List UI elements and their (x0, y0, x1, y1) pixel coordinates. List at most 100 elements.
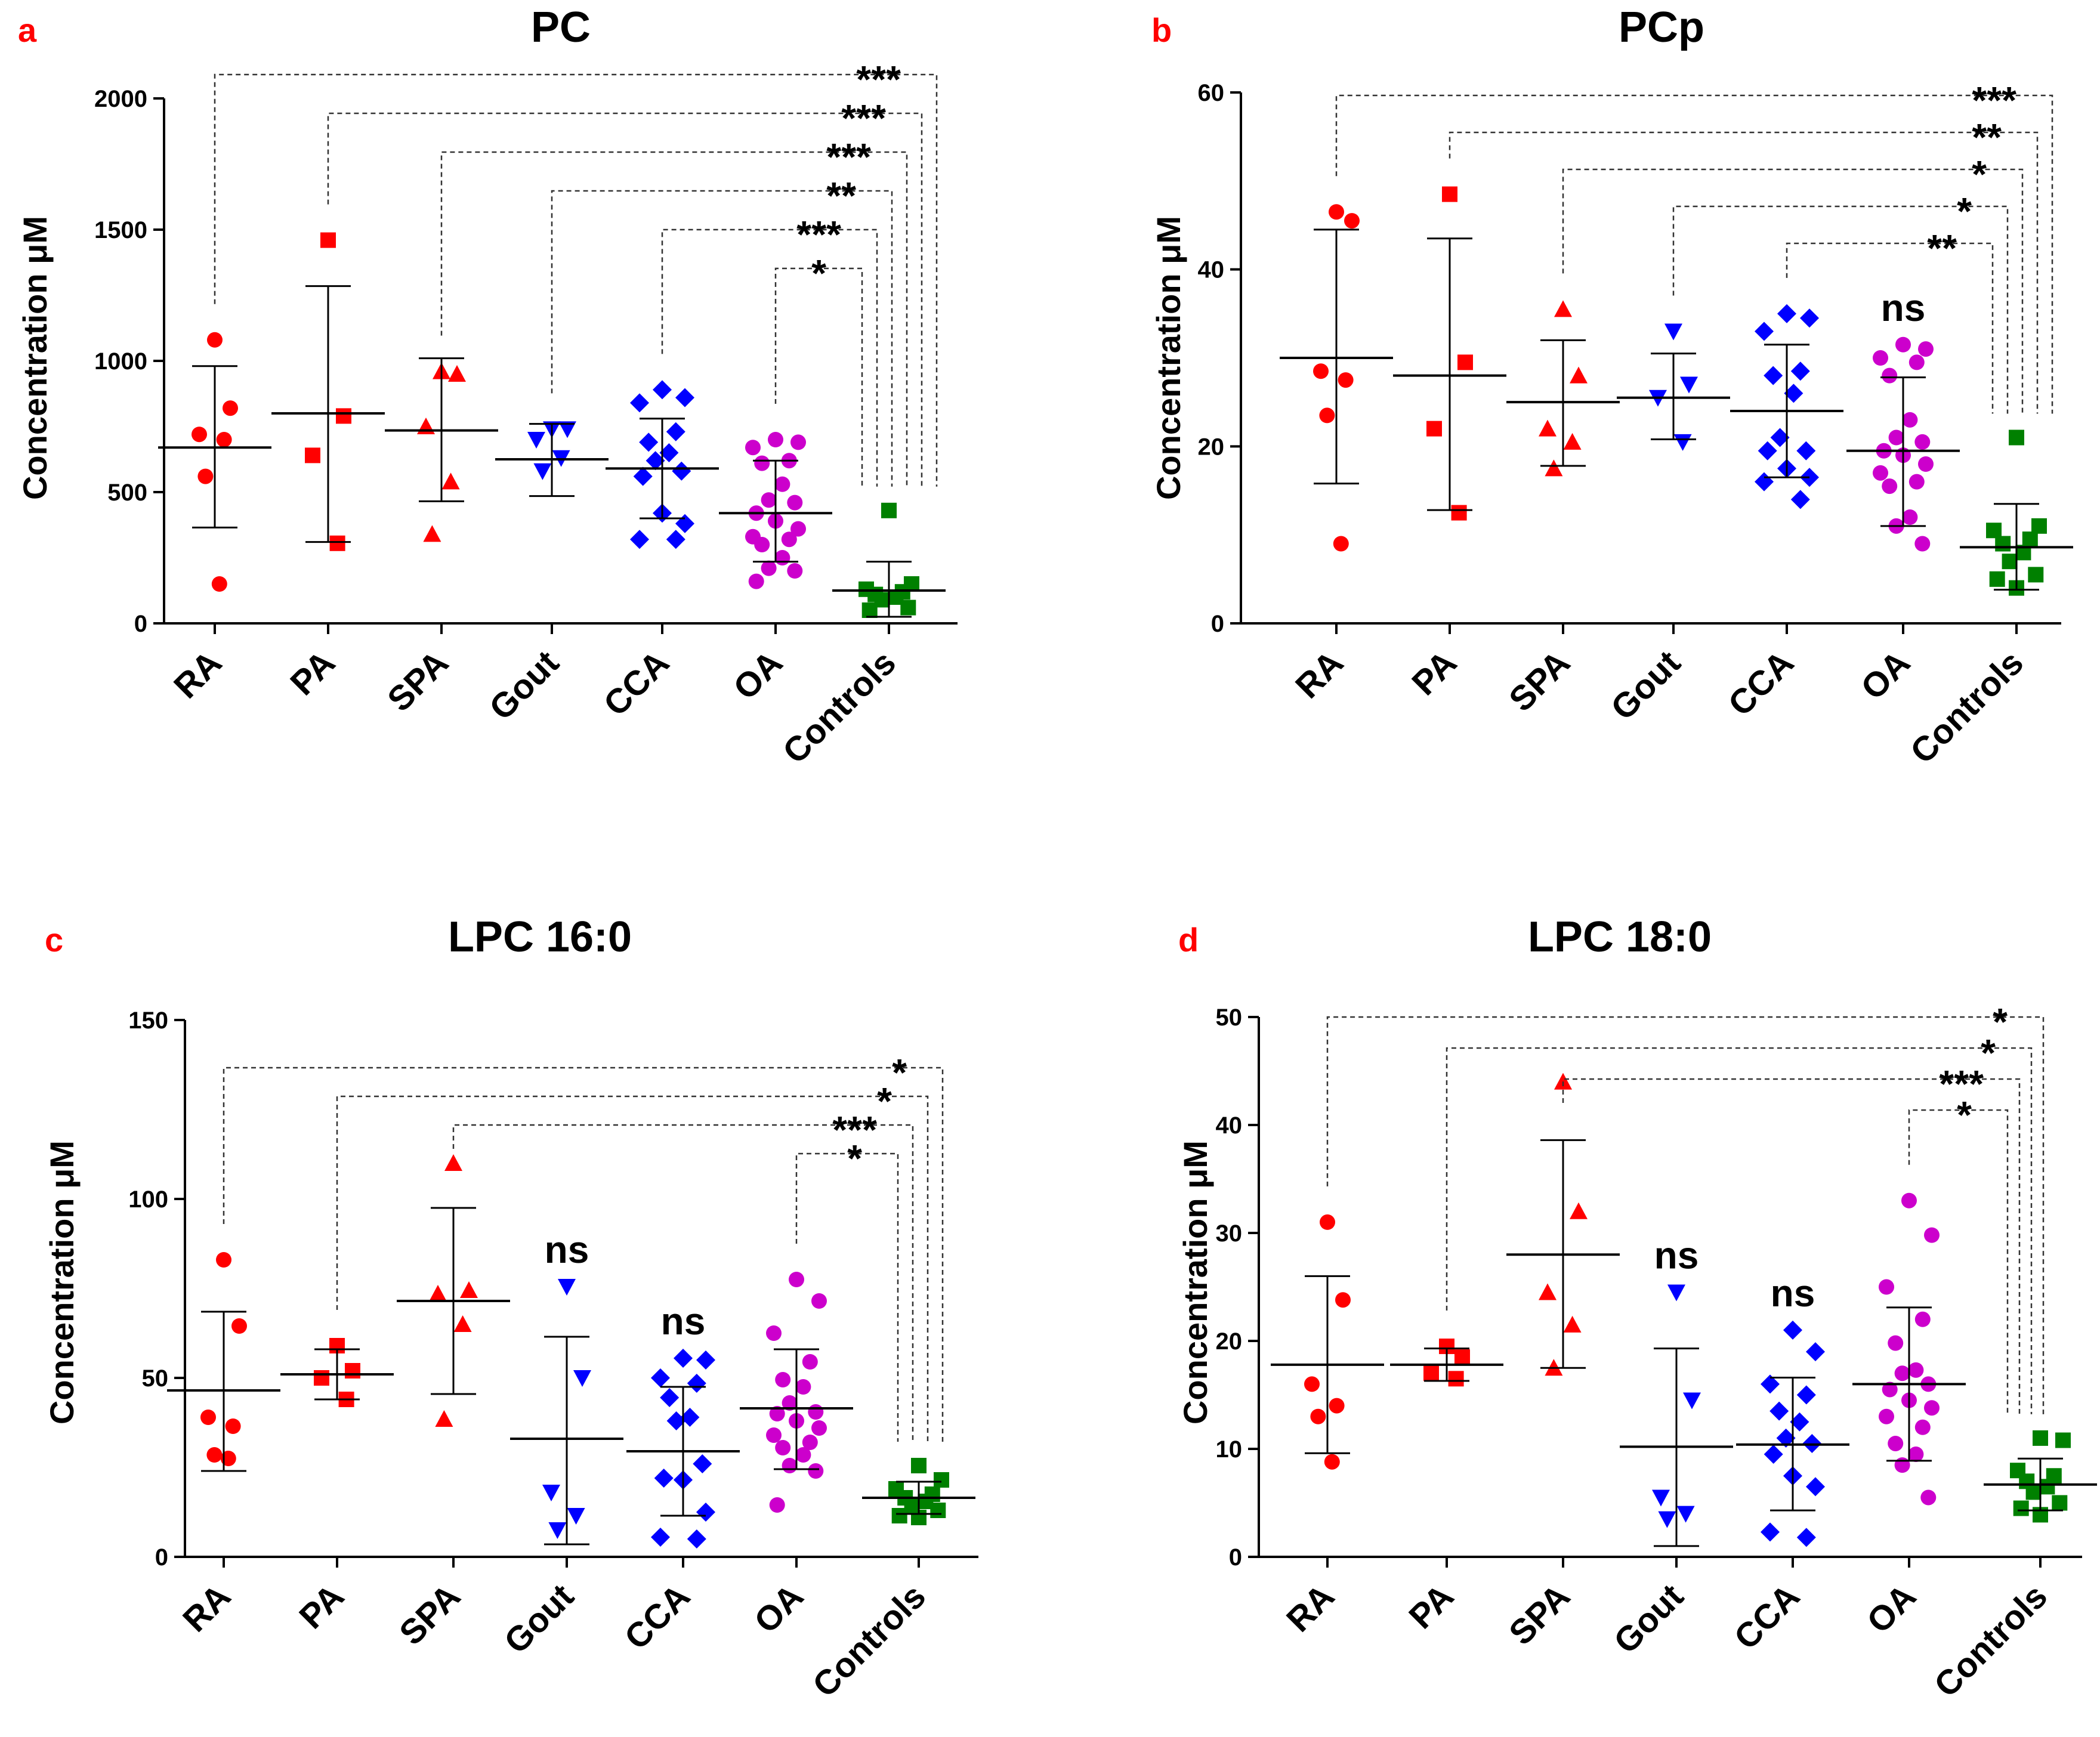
data-point (542, 1485, 560, 1501)
bracket-line (1326, 1016, 2045, 1414)
chart-title: PC (531, 4, 591, 51)
data-point (200, 1410, 216, 1425)
x-tick-label: OA (1860, 1577, 1923, 1640)
data-point (1924, 1227, 1940, 1243)
bracket-line (1335, 94, 2053, 414)
data-point (1914, 536, 1931, 552)
comparison-bracket: *** (452, 1108, 914, 1442)
data-point (1796, 1385, 1816, 1405)
data-point (1658, 1511, 1676, 1528)
data-point (1769, 1401, 1789, 1421)
y-tick-label: 100 (128, 1186, 168, 1213)
x-tick-label: SPA (392, 1577, 468, 1652)
data-point (787, 494, 803, 511)
data-point (1882, 1381, 1898, 1398)
series-ra (1280, 204, 1393, 552)
significance-label: * (877, 1080, 892, 1123)
data-point (1888, 429, 1904, 446)
data-point (1426, 421, 1442, 437)
data-point (1895, 336, 1911, 353)
data-point (1918, 456, 1934, 472)
series-pa (1393, 186, 1506, 521)
data-point (754, 455, 770, 471)
series-oa (740, 1272, 853, 1513)
data-point (207, 332, 223, 348)
series-controls (832, 502, 946, 618)
data-point (1304, 1376, 1320, 1392)
data-point (558, 1279, 576, 1296)
data-point (782, 1458, 798, 1473)
data-point (1914, 1311, 1931, 1327)
x-tick-label: SPA (1502, 643, 1577, 719)
data-point (1777, 304, 1796, 323)
data-point (1676, 1506, 1695, 1523)
data-point (2022, 531, 2038, 548)
significance-label: *** (841, 97, 886, 140)
comparison-bracket: ** (1786, 227, 1994, 414)
data-point (666, 1411, 686, 1430)
data-point (696, 1503, 715, 1522)
data-point (314, 1370, 329, 1386)
series-gout (1617, 323, 1730, 451)
data-point (911, 1458, 927, 1473)
x-tick-label: OA (747, 1577, 811, 1640)
comparison-bracket: * (1446, 1031, 2033, 1414)
comparison-bracket: * (336, 1080, 929, 1442)
data-point (329, 535, 345, 551)
x-tick-label: RA (166, 643, 229, 706)
data-point (573, 1370, 591, 1387)
data-point (781, 531, 797, 548)
x-tick-label: OA (1854, 643, 1917, 707)
series-spa (1506, 1073, 1620, 1376)
series-cca (626, 1349, 740, 1549)
data-point (1908, 354, 1925, 370)
series-ra (1271, 1214, 1384, 1470)
data-point (1320, 1214, 1335, 1230)
data-point (1664, 323, 1682, 341)
data-point (754, 537, 770, 552)
data-point (1873, 350, 1888, 366)
bracket-line (774, 267, 863, 487)
data-point (1924, 1400, 1940, 1416)
bracket-line (1446, 1047, 2033, 1414)
y-tick-label: 40 (1198, 257, 1225, 283)
data-point (1680, 376, 1698, 394)
data-point (2055, 1432, 2071, 1448)
data-point (305, 447, 320, 463)
data-point (567, 1508, 585, 1525)
significance-label: *** (832, 1108, 877, 1151)
data-point (1338, 372, 1354, 388)
data-point (1423, 1365, 1439, 1381)
y-tick-label: 50 (1216, 1005, 1243, 1031)
data-point (1995, 536, 2011, 552)
ns-label: ns (1881, 286, 1926, 329)
series-controls (1984, 1430, 2097, 1523)
data-point (789, 1272, 804, 1287)
chart-title: LPC 18:0 (1528, 913, 1712, 961)
data-point (2002, 554, 2018, 570)
comparison-bracket: *** (1562, 1062, 2021, 1414)
data-point (639, 432, 659, 452)
data-point (231, 1318, 247, 1334)
bracket-line (452, 1124, 914, 1442)
data-point (2025, 1484, 2042, 1500)
data-point (802, 1354, 818, 1370)
x-tick-label: SPA (380, 643, 456, 719)
x-tick-label: SPA (1502, 1577, 1577, 1652)
data-point (2052, 1495, 2068, 1511)
data-point (811, 1420, 827, 1436)
data-point (1755, 472, 1774, 492)
data-point (808, 1404, 824, 1420)
y-tick-label: 40 (1216, 1112, 1243, 1139)
data-point (453, 1315, 472, 1332)
data-point (774, 550, 790, 565)
chart-panel-a: a PC Concentration μM 0 500 1000 1500 2000 RA PA S… (16, 4, 958, 771)
data-point (1784, 384, 1803, 403)
data-point (1908, 1447, 1924, 1463)
data-point (666, 530, 685, 549)
data-point (790, 434, 806, 450)
data-point (1563, 432, 1582, 450)
data-point (1776, 1428, 1796, 1448)
data-point (1888, 1435, 1904, 1451)
data-point (651, 1528, 670, 1547)
